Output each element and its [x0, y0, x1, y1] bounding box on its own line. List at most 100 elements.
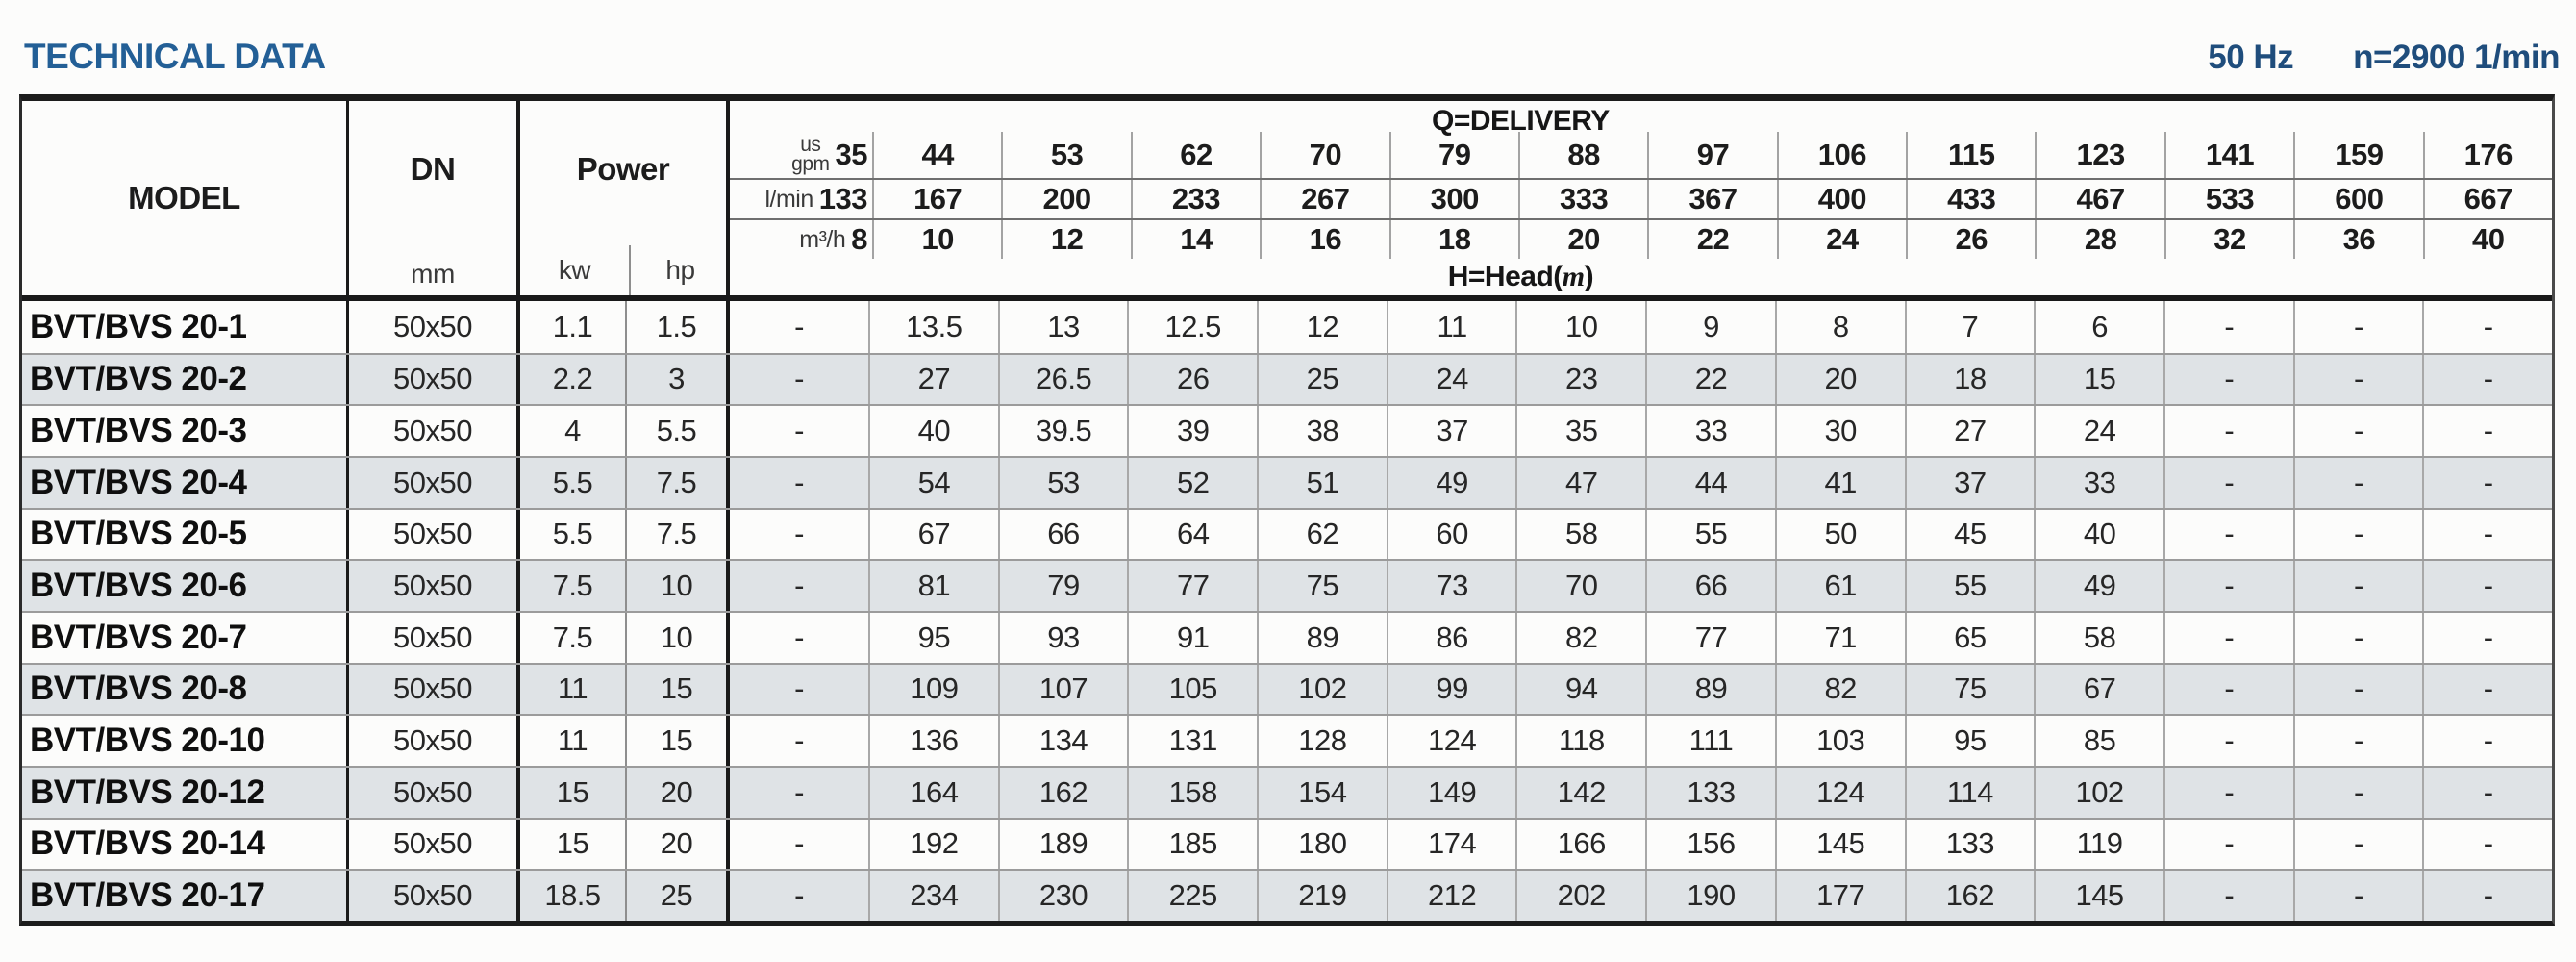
- table-body: BVT/BVS 20-1 50x50 1.1 1.5 -13.5 13 12.5 12…: [22, 301, 2552, 921]
- head-value-cell: 103: [1774, 716, 1905, 766]
- delivery-value: 176: [2422, 132, 2552, 178]
- head-value-cell: 44: [1645, 458, 1775, 508]
- head-value-cell: 18: [1904, 354, 2035, 405]
- head-value-cell: -: [2292, 509, 2423, 560]
- head-value-cell: 95: [868, 613, 998, 663]
- head-value-cell: 26.5: [997, 354, 1128, 405]
- delivery-value: 14: [1130, 220, 1260, 259]
- head-value-cell: 133: [1645, 768, 1775, 818]
- delivery-value: 333: [1517, 180, 1647, 218]
- head-value-cell: 118: [1515, 716, 1645, 766]
- delivery-value: 106: [1776, 132, 1906, 178]
- head-value-cell: 230: [997, 871, 1128, 921]
- model-cell: BVT/BVS 20-8: [30, 670, 247, 708]
- head-value-cell: -: [2163, 354, 2293, 405]
- head-value-cell: -: [2292, 819, 2423, 870]
- delivery-value: 300: [1388, 180, 1518, 218]
- table-row: BVT/BVS 20-5 50x50 5.5 7.5 -67 66 64 62 60 58…: [22, 507, 2552, 560]
- table-row: BVT/BVS 20-12 50x50 15 20 -164 162 158 154 1…: [22, 766, 2552, 818]
- head-value-cell: 102: [2034, 768, 2163, 818]
- head-value-cell: 142: [1515, 768, 1645, 818]
- head-value-cell: 149: [1386, 768, 1516, 818]
- hp-cell: 15: [625, 664, 726, 715]
- head-value-cell: 61: [1774, 561, 1905, 611]
- dn-cell: 50x50: [346, 561, 516, 611]
- head-value-cell: 95: [1904, 716, 2035, 766]
- head-value-cell: 41: [1774, 458, 1905, 508]
- hp-cell: 10: [625, 613, 726, 663]
- head-value-cell: 177: [1774, 871, 1905, 921]
- head-value-cell: -: [2292, 458, 2423, 508]
- head-value-cell: 65: [1904, 613, 2035, 663]
- dn-cell: 50x50: [346, 458, 516, 508]
- head-value-cell: 70: [1515, 561, 1645, 611]
- head-value-cell: 91: [1127, 613, 1257, 663]
- dn-label: DN: [410, 151, 456, 187]
- dn-cell: 50x50: [346, 871, 516, 921]
- table-row: BVT/BVS 20-8 50x50 11 15 -109 107 105 102 99…: [22, 662, 2552, 715]
- head-value-cell: 82: [1774, 664, 1905, 715]
- delivery-value: 26: [1906, 220, 2035, 259]
- head-value-cell: 89: [1257, 613, 1387, 663]
- head-dash-cell: -: [726, 664, 868, 715]
- model-cell: BVT/BVS 20-2: [30, 360, 247, 398]
- hp-unit-label: hp: [629, 245, 730, 295]
- hp-cell: 3: [625, 354, 726, 405]
- power-column-header: Power kw hp: [516, 101, 726, 295]
- hp-cell: 5.5: [625, 406, 726, 456]
- kw-cell: 1.1: [516, 301, 625, 353]
- head-value-cell: 67: [868, 509, 998, 560]
- head-title-row: H=Head(m): [730, 259, 2552, 295]
- delivery-value: 233: [1130, 180, 1260, 218]
- head-value-cell: 107: [997, 664, 1128, 715]
- table-row: BVT/BVS 20-10 50x50 11 15 -136 134 131 128 1…: [22, 714, 2552, 766]
- model-cell: BVT/BVS 20-7: [30, 618, 247, 656]
- head-dash-cell: -: [726, 613, 868, 663]
- head-value-cell: -: [2163, 871, 2293, 921]
- head-value-cell: 225: [1127, 871, 1257, 921]
- hp-cell: 10: [625, 561, 726, 611]
- delivery-value: 18: [1388, 220, 1518, 259]
- gpm-unit-label: us gpm: [791, 134, 830, 175]
- head-value-cell: 13.5: [868, 301, 998, 353]
- head-value-cell: -: [2422, 871, 2552, 921]
- head-value-cell: 33: [2034, 458, 2163, 508]
- kw-cell: 15: [516, 819, 625, 870]
- head-value-cell: -: [2292, 301, 2423, 353]
- page-title: TECHNICAL DATA: [24, 37, 326, 76]
- head-value-cell: 22: [1645, 354, 1775, 405]
- kw-cell: 18.5: [516, 871, 625, 921]
- head-value-cell: 7: [1904, 301, 2035, 353]
- delivery-value: 367: [1647, 180, 1776, 218]
- delivery-value: 8: [851, 222, 867, 256]
- delivery-value: 35: [835, 138, 868, 171]
- kw-cell: 4: [516, 406, 625, 456]
- head-value-cell: -: [2163, 406, 2293, 456]
- head-value-cell: 145: [1774, 819, 1905, 870]
- head-value-cell: 54: [868, 458, 998, 508]
- table-row: BVT/BVS 20-1 50x50 1.1 1.5 -13.5 13 12.5 12…: [22, 301, 2552, 353]
- delivery-value: 36: [2293, 220, 2422, 259]
- head-value-cell: 52: [1127, 458, 1257, 508]
- head-value-cell: 234: [868, 871, 998, 921]
- head-value-cell: 49: [2034, 561, 2163, 611]
- head-value-cell: 15: [2034, 354, 2163, 405]
- hp-cell: 20: [625, 819, 726, 870]
- head-value-cell: -: [2163, 613, 2293, 663]
- head-value-cell: 58: [1515, 509, 1645, 560]
- model-cell: BVT/BVS 20-1: [30, 307, 247, 345]
- delivery-value: 600: [2293, 180, 2422, 218]
- head-dash-cell: -: [726, 716, 868, 766]
- delivery-value: 53: [1001, 132, 1130, 178]
- head-value-cell: 53: [997, 458, 1128, 508]
- head-value-cell: 60: [1386, 509, 1516, 560]
- head-value-cell: 85: [2034, 716, 2163, 766]
- head-value-cell: 77: [1645, 613, 1775, 663]
- head-dash-cell: -: [726, 406, 868, 456]
- technical-data-table: MODEL DN mm Power kw hp Q=DELIVERY: [19, 94, 2555, 926]
- head-value-cell: 58: [2034, 613, 2163, 663]
- head-dash-cell: -: [726, 561, 868, 611]
- head-value-cell: 49: [1386, 458, 1516, 508]
- head-value-cell: 180: [1257, 819, 1387, 870]
